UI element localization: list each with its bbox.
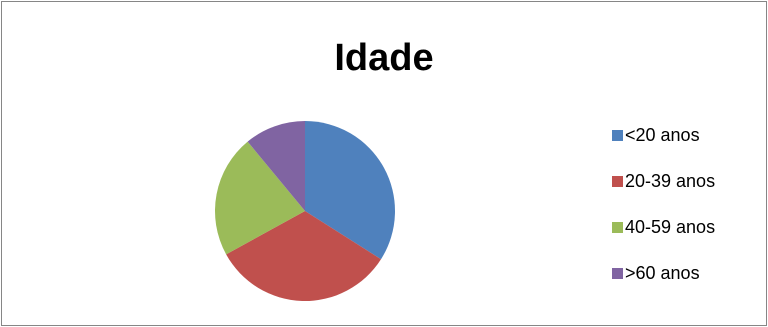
chart-title: Idade [334,37,434,79]
legend-swatch [612,222,623,233]
legend-swatch [612,130,623,141]
legend-label: >60 anos [625,263,700,283]
legend-label: 20-39 anos [625,171,716,191]
legend-label: 40-59 anos [625,217,716,237]
legend-swatch [612,268,623,279]
pie-slice-1 [305,121,395,260]
pie-slice-2 [226,211,381,301]
legend-swatch [612,176,623,187]
pie-slice-4 [247,121,305,211]
legend-label: <20 anos [625,125,700,145]
pie-slice-3 [215,141,305,255]
